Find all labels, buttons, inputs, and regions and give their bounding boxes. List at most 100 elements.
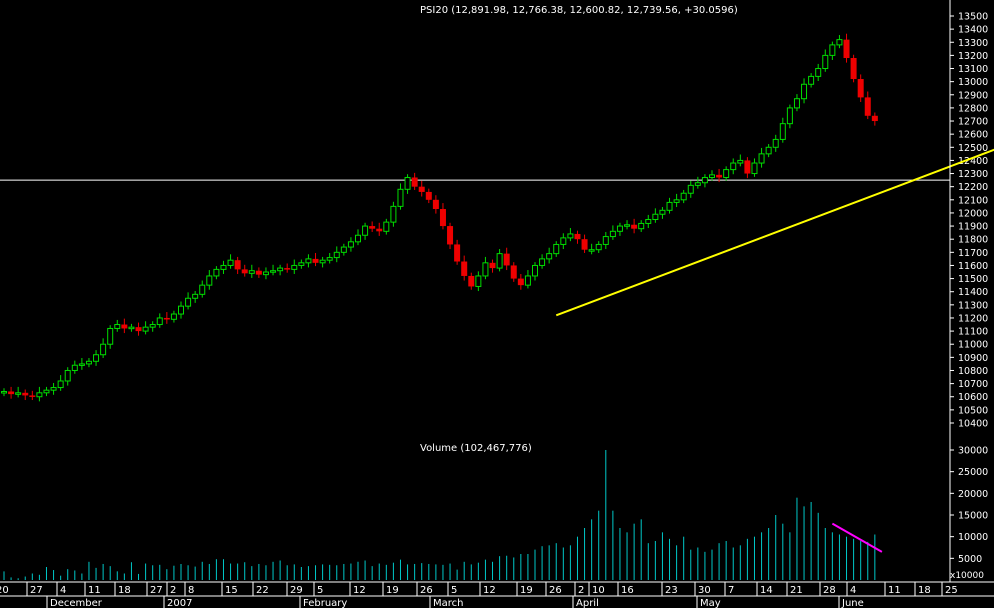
candle-body-up: [326, 257, 333, 261]
volume-y-tick-label: 30000: [958, 446, 988, 457]
x-axis-day-label: 8: [188, 585, 194, 596]
candle-body-up: [539, 258, 546, 266]
x-axis-day-label: 4: [60, 585, 66, 596]
candle-body-up: [156, 317, 163, 326]
candle-body-up: [475, 275, 482, 287]
candle-body-up: [638, 222, 645, 230]
price-y-tick-label: 11700: [958, 248, 988, 259]
x-axis-month-label: April: [576, 598, 599, 608]
price-y-tick-label: 11100: [958, 327, 988, 338]
candle-body-up: [553, 243, 560, 255]
candle-body-down: [843, 39, 850, 59]
price-y-tick-label: 11900: [958, 222, 988, 233]
volume-y-tick-label: 25000: [958, 467, 988, 478]
candle-body-up: [546, 253, 553, 260]
candle-body-down: [121, 324, 128, 329]
x-axis-day-label: 2: [170, 585, 176, 596]
candle-body-up: [100, 343, 107, 356]
price-y-tick-label: 10900: [958, 353, 988, 364]
price-y-tick-label: 12000: [958, 208, 988, 219]
candle-body-up: [666, 201, 673, 211]
candle-body-up: [779, 123, 786, 140]
candle-body-up: [602, 236, 609, 245]
candle-body-up: [1, 390, 7, 394]
candle-body-up: [333, 251, 340, 259]
candle-body-up: [829, 44, 836, 56]
candle-body-down: [411, 177, 418, 187]
candle-body-up: [128, 326, 135, 330]
price-y-tick-label: 13200: [958, 51, 988, 62]
candle-body-up: [815, 68, 822, 77]
candle-body-up: [291, 264, 298, 270]
price-y-tick-label: 11500: [958, 274, 988, 285]
x-axis-day-label: 5: [451, 585, 457, 596]
candle-body-down: [234, 260, 241, 270]
x-axis-month-label: March: [433, 598, 463, 608]
x-axis-day-label: 25: [945, 585, 958, 596]
price-y-tick-label: 10500: [958, 405, 988, 416]
candle-body-down: [255, 270, 262, 275]
price-y-tick-label: 13500: [958, 12, 988, 23]
candle-body-down: [574, 233, 581, 240]
volume-y-tick-label: 20000: [958, 489, 988, 500]
candle-body-down: [510, 265, 517, 279]
candle-body-down: [135, 327, 142, 332]
price-trendline: [555, 148, 994, 317]
volume-y-tick-label: 5000: [958, 554, 982, 565]
x-axis-day-label: 26: [420, 585, 433, 596]
x-axis-day-label: 18: [918, 585, 931, 596]
candle-body-up: [277, 267, 284, 272]
candle-body-down: [312, 258, 319, 263]
candle-body-up: [567, 233, 574, 239]
candle-body-up: [482, 262, 489, 277]
candle-body-down: [631, 224, 638, 229]
candle-body-up: [680, 192, 687, 201]
price-y-tick-label: 10800: [958, 366, 988, 377]
candle-body-up: [355, 234, 361, 243]
price-y-tick-label: 12100: [958, 195, 988, 206]
candle-body-down: [871, 115, 878, 122]
candle-body-down: [864, 97, 871, 116]
x-axis-day-label: 28: [823, 585, 836, 596]
x-axis-day-label: 15: [225, 585, 238, 596]
candle-body-up: [687, 184, 694, 194]
price-y-tick-label: 13000: [958, 77, 988, 88]
candle-body-up: [404, 176, 411, 190]
price-panel: 10400 10500 10600 10700 10800 10900 11000 11100…: [0, 12, 994, 430]
candle-body-up: [71, 364, 78, 371]
x-axis-day-label: 11: [88, 585, 101, 596]
candle-body-up: [114, 324, 121, 329]
price-y-tick-label: 11200: [958, 313, 988, 324]
candle-body-up: [624, 224, 631, 227]
x-axis-day-label: 21: [790, 585, 803, 596]
candle-body-down: [850, 58, 857, 80]
x-axis-month-label: May: [700, 598, 721, 608]
candle-body-up: [64, 369, 71, 382]
candle-body-up: [737, 159, 744, 164]
candle-body-up: [616, 225, 623, 232]
candle-body-up: [85, 360, 92, 365]
candle-body-up: [652, 213, 659, 220]
candle-body-down: [425, 191, 432, 200]
candle-body-up: [305, 258, 312, 264]
price-y-tick-label: 11400: [958, 287, 988, 298]
candle-body-up: [588, 249, 595, 252]
candle-body-up: [786, 107, 793, 125]
x-axis-month-label: February: [303, 598, 347, 608]
price-y-tick-label: 13300: [958, 38, 988, 49]
candle-body-up: [362, 225, 369, 236]
x-axis-day-label: 19: [520, 585, 533, 596]
price-y-tick-label: 12900: [958, 90, 988, 101]
candle-body-down: [418, 186, 425, 192]
candle-body-up: [822, 54, 829, 70]
x-axis-day-label: 12: [353, 585, 366, 596]
candle-body-up: [701, 176, 708, 184]
price-y-tick-label: 13400: [958, 25, 988, 36]
candle-body-up: [192, 293, 199, 299]
volume-chart-title: Volume (102,467,776): [420, 443, 532, 454]
price-y-tick-label: 10700: [958, 379, 988, 390]
x-axis-day-label: 7: [728, 585, 734, 596]
candle-body-up: [15, 392, 22, 395]
x-axis: 2027411182728152229512192651219262101623…: [0, 582, 958, 608]
candle-body-up: [227, 259, 234, 266]
